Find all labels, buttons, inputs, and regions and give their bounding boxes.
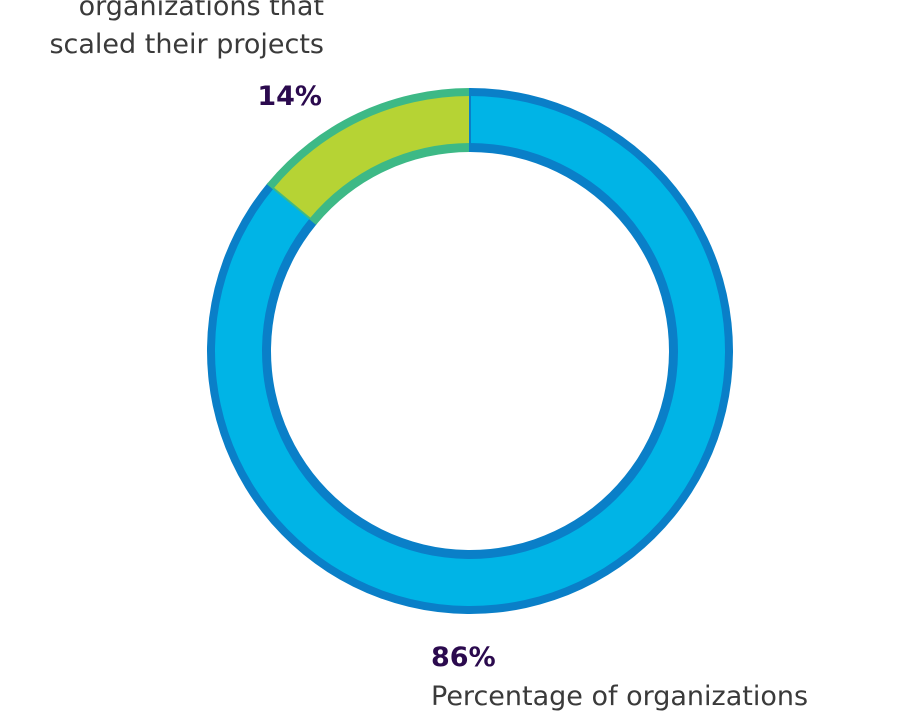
data-label-rest: 86% [431,642,496,673]
donut-chart-svg [207,87,734,614]
slice-label-rest: Percentage of organizations [431,681,809,712]
donut-chart: organizations that scaled their projects… [0,0,808,712]
slice-label-scaled: organizations that scaled their projects [0,0,324,64]
slice-divider [266,182,318,225]
slice-label-scaled-line-1: organizations that [78,0,324,22]
donut-slice-scaled [267,87,470,225]
data-label-scaled: 14% [257,81,322,112]
donut-slice-scaled-fill [273,95,470,219]
slice-label-scaled-line-2: scaled their projects [49,29,324,60]
